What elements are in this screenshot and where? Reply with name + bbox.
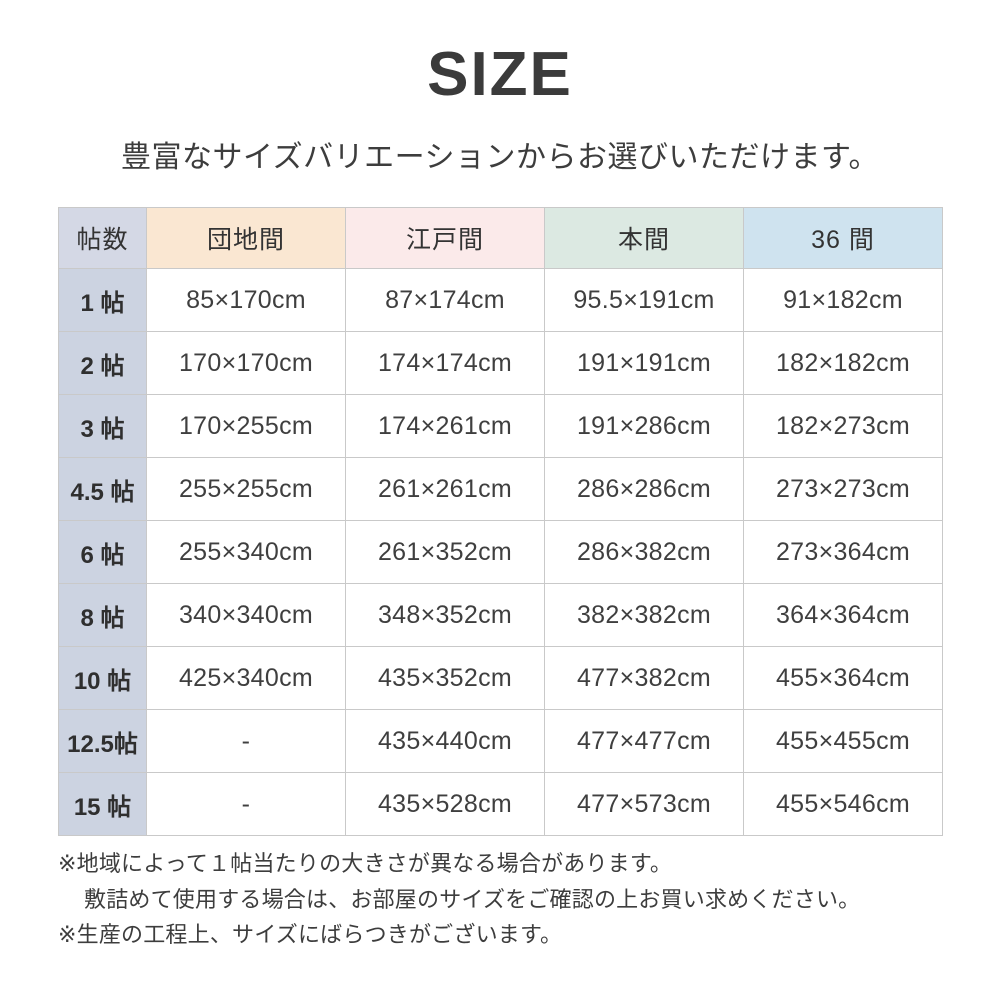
row-label: 3 帖 bbox=[58, 394, 147, 458]
column-header-danchima: 団地間 bbox=[146, 207, 346, 269]
cell-danchima: - bbox=[146, 709, 346, 773]
cell-36ma: 182×182cm bbox=[743, 331, 943, 395]
column-header-36ma: 36 間 bbox=[743, 207, 943, 269]
cell-honma: 477×382cm bbox=[544, 646, 744, 710]
cell-danchima: - bbox=[146, 772, 346, 836]
cell-danchima: 255×255cm bbox=[146, 457, 346, 521]
cell-honma: 382×382cm bbox=[544, 583, 744, 647]
cell-honma: 477×573cm bbox=[544, 772, 744, 836]
cell-36ma: 273×273cm bbox=[743, 457, 943, 521]
row-label: 4.5 帖 bbox=[58, 457, 147, 521]
cell-edoma: 174×261cm bbox=[345, 394, 545, 458]
cell-danchima: 85×170cm bbox=[146, 268, 346, 332]
table-row: 12.5帖 - 435×440cm 477×477cm 455×455cm bbox=[58, 709, 943, 773]
cell-36ma: 455×364cm bbox=[743, 646, 943, 710]
cell-36ma: 91×182cm bbox=[743, 268, 943, 332]
footnote-line-3: ※生産の工程上、サイズにばらつきがございます。 bbox=[58, 922, 563, 948]
column-header-joysu: 帖数 bbox=[58, 207, 147, 269]
cell-edoma: 261×261cm bbox=[345, 457, 545, 521]
cell-honma: 191×286cm bbox=[544, 394, 744, 458]
table-row: 3 帖 170×255cm 174×261cm 191×286cm 182×27… bbox=[58, 394, 943, 458]
cell-danchima: 170×170cm bbox=[146, 331, 346, 395]
cell-edoma: 435×352cm bbox=[345, 646, 545, 710]
table-header-row: 帖数 団地間 江戸間 本間 36 間 bbox=[58, 207, 943, 269]
table-row: 10 帖 425×340cm 435×352cm 477×382cm 455×3… bbox=[58, 646, 943, 710]
cell-edoma: 261×352cm bbox=[345, 520, 545, 584]
table-row: 8 帖 340×340cm 348×352cm 382×382cm 364×36… bbox=[58, 583, 943, 647]
table-header: 帖数 団地間 江戸間 本間 36 間 bbox=[58, 207, 943, 269]
table-row: 2 帖 170×170cm 174×174cm 191×191cm 182×18… bbox=[58, 331, 943, 395]
row-label: 1 帖 bbox=[58, 268, 147, 332]
row-label: 8 帖 bbox=[58, 583, 147, 647]
cell-honma: 95.5×191cm bbox=[544, 268, 744, 332]
row-label: 2 帖 bbox=[58, 331, 147, 395]
cell-danchima: 255×340cm bbox=[146, 520, 346, 584]
cell-danchima: 170×255cm bbox=[146, 394, 346, 458]
size-table-container: 帖数 団地間 江戸間 本間 36 間 1 帖 85×170cm 87×174cm… bbox=[58, 207, 943, 836]
row-label: 12.5帖 bbox=[58, 709, 147, 773]
cell-36ma: 182×273cm bbox=[743, 394, 943, 458]
table-row: 6 帖 255×340cm 261×352cm 286×382cm 273×36… bbox=[58, 520, 943, 584]
row-label: 15 帖 bbox=[58, 772, 147, 836]
table-body: 1 帖 85×170cm 87×174cm 95.5×191cm 91×182c… bbox=[58, 268, 943, 836]
table-row: 1 帖 85×170cm 87×174cm 95.5×191cm 91×182c… bbox=[58, 268, 943, 332]
cell-36ma: 364×364cm bbox=[743, 583, 943, 647]
footnote-line-2: 敷詰めて使用する場合は、お部屋のサイズをご確認の上お買い求めください。 bbox=[84, 886, 861, 912]
row-label: 6 帖 bbox=[58, 520, 147, 584]
cell-danchima: 425×340cm bbox=[146, 646, 346, 710]
footnotes: ※地域によって１帖当たりの大きさが異なる場合があります。 敷詰めて使用する場合は… bbox=[58, 846, 948, 953]
column-header-edoma: 江戸間 bbox=[345, 207, 545, 269]
column-header-honma: 本間 bbox=[544, 207, 744, 269]
cell-36ma: 273×364cm bbox=[743, 520, 943, 584]
row-label: 10 帖 bbox=[58, 646, 147, 710]
cell-honma: 477×477cm bbox=[544, 709, 744, 773]
cell-edoma: 174×174cm bbox=[345, 331, 545, 395]
cell-honma: 191×191cm bbox=[544, 331, 744, 395]
cell-honma: 286×286cm bbox=[544, 457, 744, 521]
table-row: 4.5 帖 255×255cm 261×261cm 286×286cm 273×… bbox=[58, 457, 943, 521]
cell-danchima: 340×340cm bbox=[146, 583, 346, 647]
cell-edoma: 435×440cm bbox=[345, 709, 545, 773]
cell-36ma: 455×546cm bbox=[743, 772, 943, 836]
cell-honma: 286×382cm bbox=[544, 520, 744, 584]
page-title: SIZE bbox=[427, 40, 573, 109]
cell-edoma: 435×528cm bbox=[345, 772, 545, 836]
cell-edoma: 87×174cm bbox=[345, 268, 545, 332]
cell-36ma: 455×455cm bbox=[743, 709, 943, 773]
size-table: 帖数 団地間 江戸間 本間 36 間 1 帖 85×170cm 87×174cm… bbox=[58, 207, 943, 836]
footnote-line-1: ※地域によって１帖当たりの大きさが異なる場合があります。 bbox=[58, 851, 673, 876]
table-row: 15 帖 - 435×528cm 477×573cm 455×546cm bbox=[58, 772, 943, 836]
cell-edoma: 348×352cm bbox=[345, 583, 545, 647]
page-subtitle: 豊富なサイズバリエーションからお選びいただけます。 bbox=[121, 141, 879, 174]
